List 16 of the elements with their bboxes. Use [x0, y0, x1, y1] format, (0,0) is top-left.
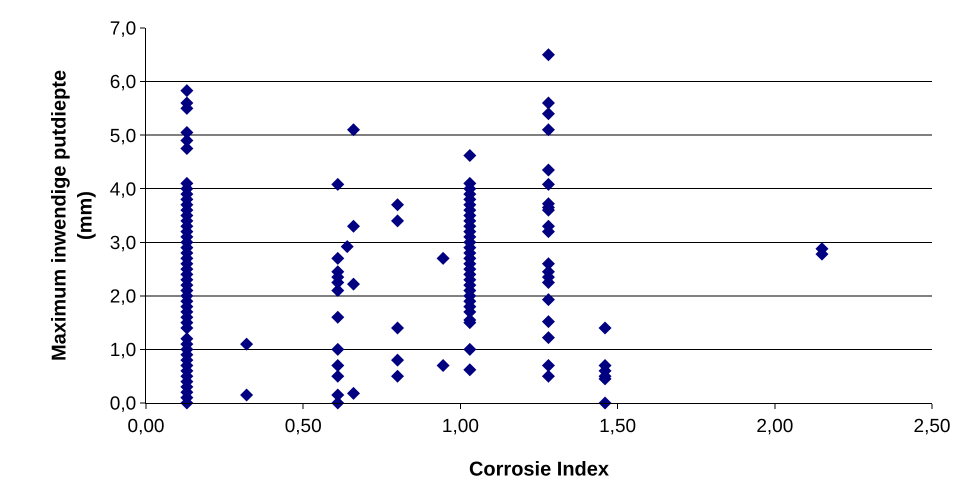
x-tick-label: 1,00: [442, 416, 479, 437]
x-tick-label: 2,00: [756, 416, 794, 437]
y-tick-label: 5,0: [110, 126, 136, 147]
y-tick-label: 0,0: [110, 394, 136, 415]
y-tick-label: 4,0: [110, 179, 136, 200]
y-tick-label: 7,0: [110, 18, 136, 40]
x-axis-title: Corrosie Index: [468, 458, 610, 480]
x-tick-label: 1,50: [599, 416, 636, 437]
x-tick-label: 0,00: [128, 416, 164, 437]
y-tick-label: 2,0: [110, 286, 136, 308]
x-tick-label: 2,50: [914, 416, 950, 437]
x-tick-label: 0,50: [284, 416, 322, 437]
y-tick-label: 3,0: [110, 232, 136, 254]
y-tick-label: 1,0: [110, 340, 136, 362]
y-tick-label: 6,0: [110, 72, 136, 94]
y-axis-title: Maximum inwendige putdiepte (mm): [48, 70, 96, 362]
